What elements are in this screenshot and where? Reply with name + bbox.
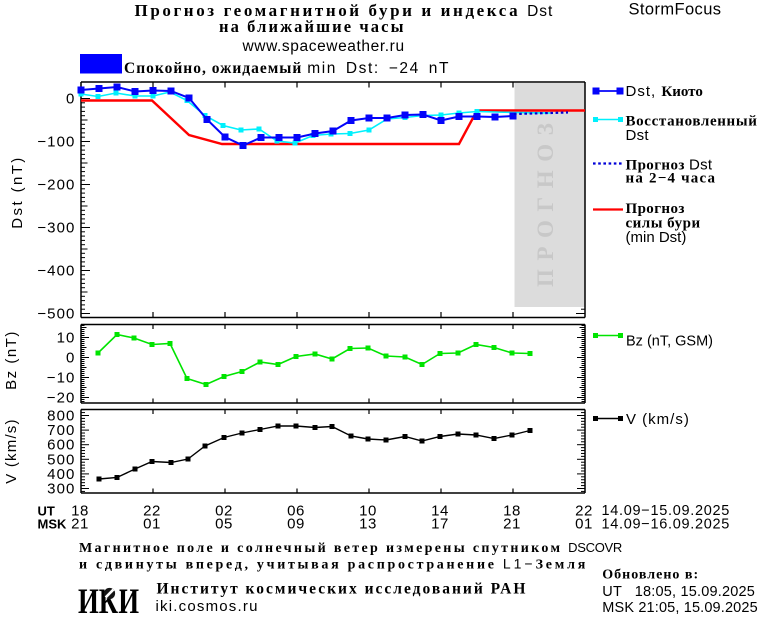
svg-text:Обновлено в:: Обновлено в: — [602, 568, 699, 583]
svg-text:600: 600 — [47, 437, 75, 454]
svg-text:−10: −10 — [47, 370, 76, 387]
svg-text:13: 13 — [359, 516, 377, 533]
svg-text:0: 0 — [66, 350, 75, 367]
svg-text:01: 01 — [143, 516, 161, 533]
svg-text:iki.cosmos.ru: iki.cosmos.ru — [156, 598, 259, 615]
svg-text:14.09−15.09.2025: 14.09−15.09.2025 — [602, 503, 731, 519]
svg-text:−400: −400 — [37, 263, 75, 280]
svg-text:−100: −100 — [37, 134, 75, 151]
svg-text:17: 17 — [431, 516, 449, 533]
svg-text:10: 10 — [57, 330, 76, 347]
svg-text:01: 01 — [575, 516, 593, 533]
svg-text:UT: UT — [38, 504, 55, 519]
svg-text:и сдвинуты вперед, учитывая ра: и сдвинуты вперед, учитывая распростране… — [79, 556, 588, 573]
svg-text:Магнитное поле и солнечный вет: Магнитное поле и солнечный ветер измерен… — [79, 540, 622, 556]
svg-text:на 2−4 часа: на 2−4 часа — [626, 170, 717, 186]
svg-text:www.spaceweather.ru: www.spaceweather.ru — [242, 38, 405, 55]
svg-text:18: 18 — [503, 503, 521, 520]
svg-text:MSK: MSK — [38, 517, 68, 532]
svg-text:18: 18 — [71, 503, 89, 520]
svg-text:21: 21 — [503, 516, 521, 533]
svg-text:−200: −200 — [37, 177, 75, 194]
svg-text:14: 14 — [431, 503, 449, 520]
svg-text:14.09−16.09.2025: 14.09−16.09.2025 — [602, 517, 731, 533]
svg-text:V (km/s): V (km/s) — [626, 411, 690, 428]
svg-text:Прогноз геомагнитной бури и ин: Прогноз геомагнитной бури и индекса Dst — [135, 1, 554, 20]
svg-text:StormFocus: StormFocus — [629, 1, 722, 19]
svg-text:Bz (nT, GSM): Bz (nT, GSM) — [626, 334, 713, 350]
svg-text:−500: −500 — [37, 306, 75, 323]
svg-text:22: 22 — [143, 503, 161, 520]
svg-text:21: 21 — [71, 516, 89, 533]
svg-text:05: 05 — [215, 516, 233, 533]
svg-text:−20: −20 — [47, 390, 76, 407]
svg-text:800: 800 — [47, 408, 75, 425]
svg-text:22: 22 — [575, 503, 593, 520]
svg-text:V (km/s): V (km/s) — [3, 418, 20, 483]
svg-text:10: 10 — [359, 503, 377, 520]
svg-text:Dst, Киото: Dst, Киото — [626, 83, 703, 100]
svg-text:02: 02 — [215, 503, 233, 520]
svg-text:на ближайшие часы: на ближайшие часы — [219, 17, 406, 36]
svg-text:Прогноз: Прогноз — [626, 201, 685, 217]
svg-text:Спокойно, ожидаемый min Dst: −: Спокойно, ожидаемый min Dst: −24 nT — [124, 60, 450, 77]
svg-text:Восстановленный: Восстановленный — [626, 114, 758, 130]
svg-text:0: 0 — [66, 91, 75, 108]
svg-text:Dst (nT): Dst (nT) — [9, 155, 26, 228]
svg-text:силы бури: силы бури — [626, 216, 701, 232]
svg-text:ПРОГНОЗ: ПРОГНОЗ — [533, 115, 558, 287]
svg-text:Институт космических исследова: Институт космических исследований РАН — [157, 581, 528, 598]
svg-text:Bz (nT): Bz (nT) — [3, 330, 20, 390]
svg-text:(min Dst): (min Dst) — [626, 229, 687, 246]
svg-text:MSK 21:05, 15.09.2025: MSK 21:05, 15.09.2025 — [602, 600, 758, 616]
svg-text:700: 700 — [47, 422, 75, 439]
svg-text:300: 300 — [47, 481, 75, 498]
svg-text:400: 400 — [47, 466, 75, 483]
svg-text:500: 500 — [47, 451, 75, 468]
svg-text:UT 18:05, 15.09.2025: UT 18:05, 15.09.2025 — [602, 584, 755, 600]
svg-text:Dst: Dst — [626, 127, 650, 144]
svg-text:09: 09 — [287, 516, 305, 533]
svg-text:06: 06 — [287, 503, 305, 520]
svg-text:−300: −300 — [37, 220, 75, 237]
svg-text:Прогноз Dst: Прогноз Dst — [626, 157, 713, 174]
